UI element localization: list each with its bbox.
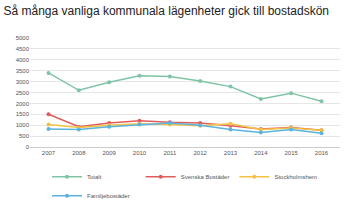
svg-text:4500: 4500 <box>16 46 30 52</box>
svg-text:3000: 3000 <box>16 79 30 85</box>
svg-text:Stockholmshem: Stockholmshem <box>274 174 317 180</box>
svg-text:4000: 4000 <box>16 57 30 63</box>
svg-text:Totalt: Totalt <box>87 174 102 180</box>
svg-text:2013: 2013 <box>224 150 238 156</box>
svg-text:500: 500 <box>19 133 30 139</box>
svg-text:2016: 2016 <box>315 150 329 156</box>
svg-text:2007: 2007 <box>42 150 56 156</box>
svg-text:0: 0 <box>26 144 30 150</box>
svg-text:2500: 2500 <box>16 90 30 96</box>
svg-text:2015: 2015 <box>284 150 298 156</box>
svg-text:3500: 3500 <box>16 68 30 74</box>
svg-text:1500: 1500 <box>16 111 30 117</box>
svg-text:5000: 5000 <box>16 35 30 41</box>
svg-text:2009: 2009 <box>102 150 116 156</box>
svg-text:1000: 1000 <box>16 122 30 128</box>
svg-text:2011: 2011 <box>163 150 177 156</box>
svg-text:2010: 2010 <box>133 150 147 156</box>
svg-text:2014: 2014 <box>254 150 268 156</box>
svg-text:Familjebostäder: Familjebostäder <box>87 193 130 199</box>
svg-text:2012: 2012 <box>193 150 207 156</box>
svg-text:Så många vanliga kommunala läg: Så många vanliga kommunala lägenheter gi… <box>4 4 330 18</box>
svg-text:2000: 2000 <box>16 101 30 107</box>
svg-text:Svenska Bostäder: Svenska Bostäder <box>181 174 230 180</box>
svg-text:2008: 2008 <box>72 150 86 156</box>
